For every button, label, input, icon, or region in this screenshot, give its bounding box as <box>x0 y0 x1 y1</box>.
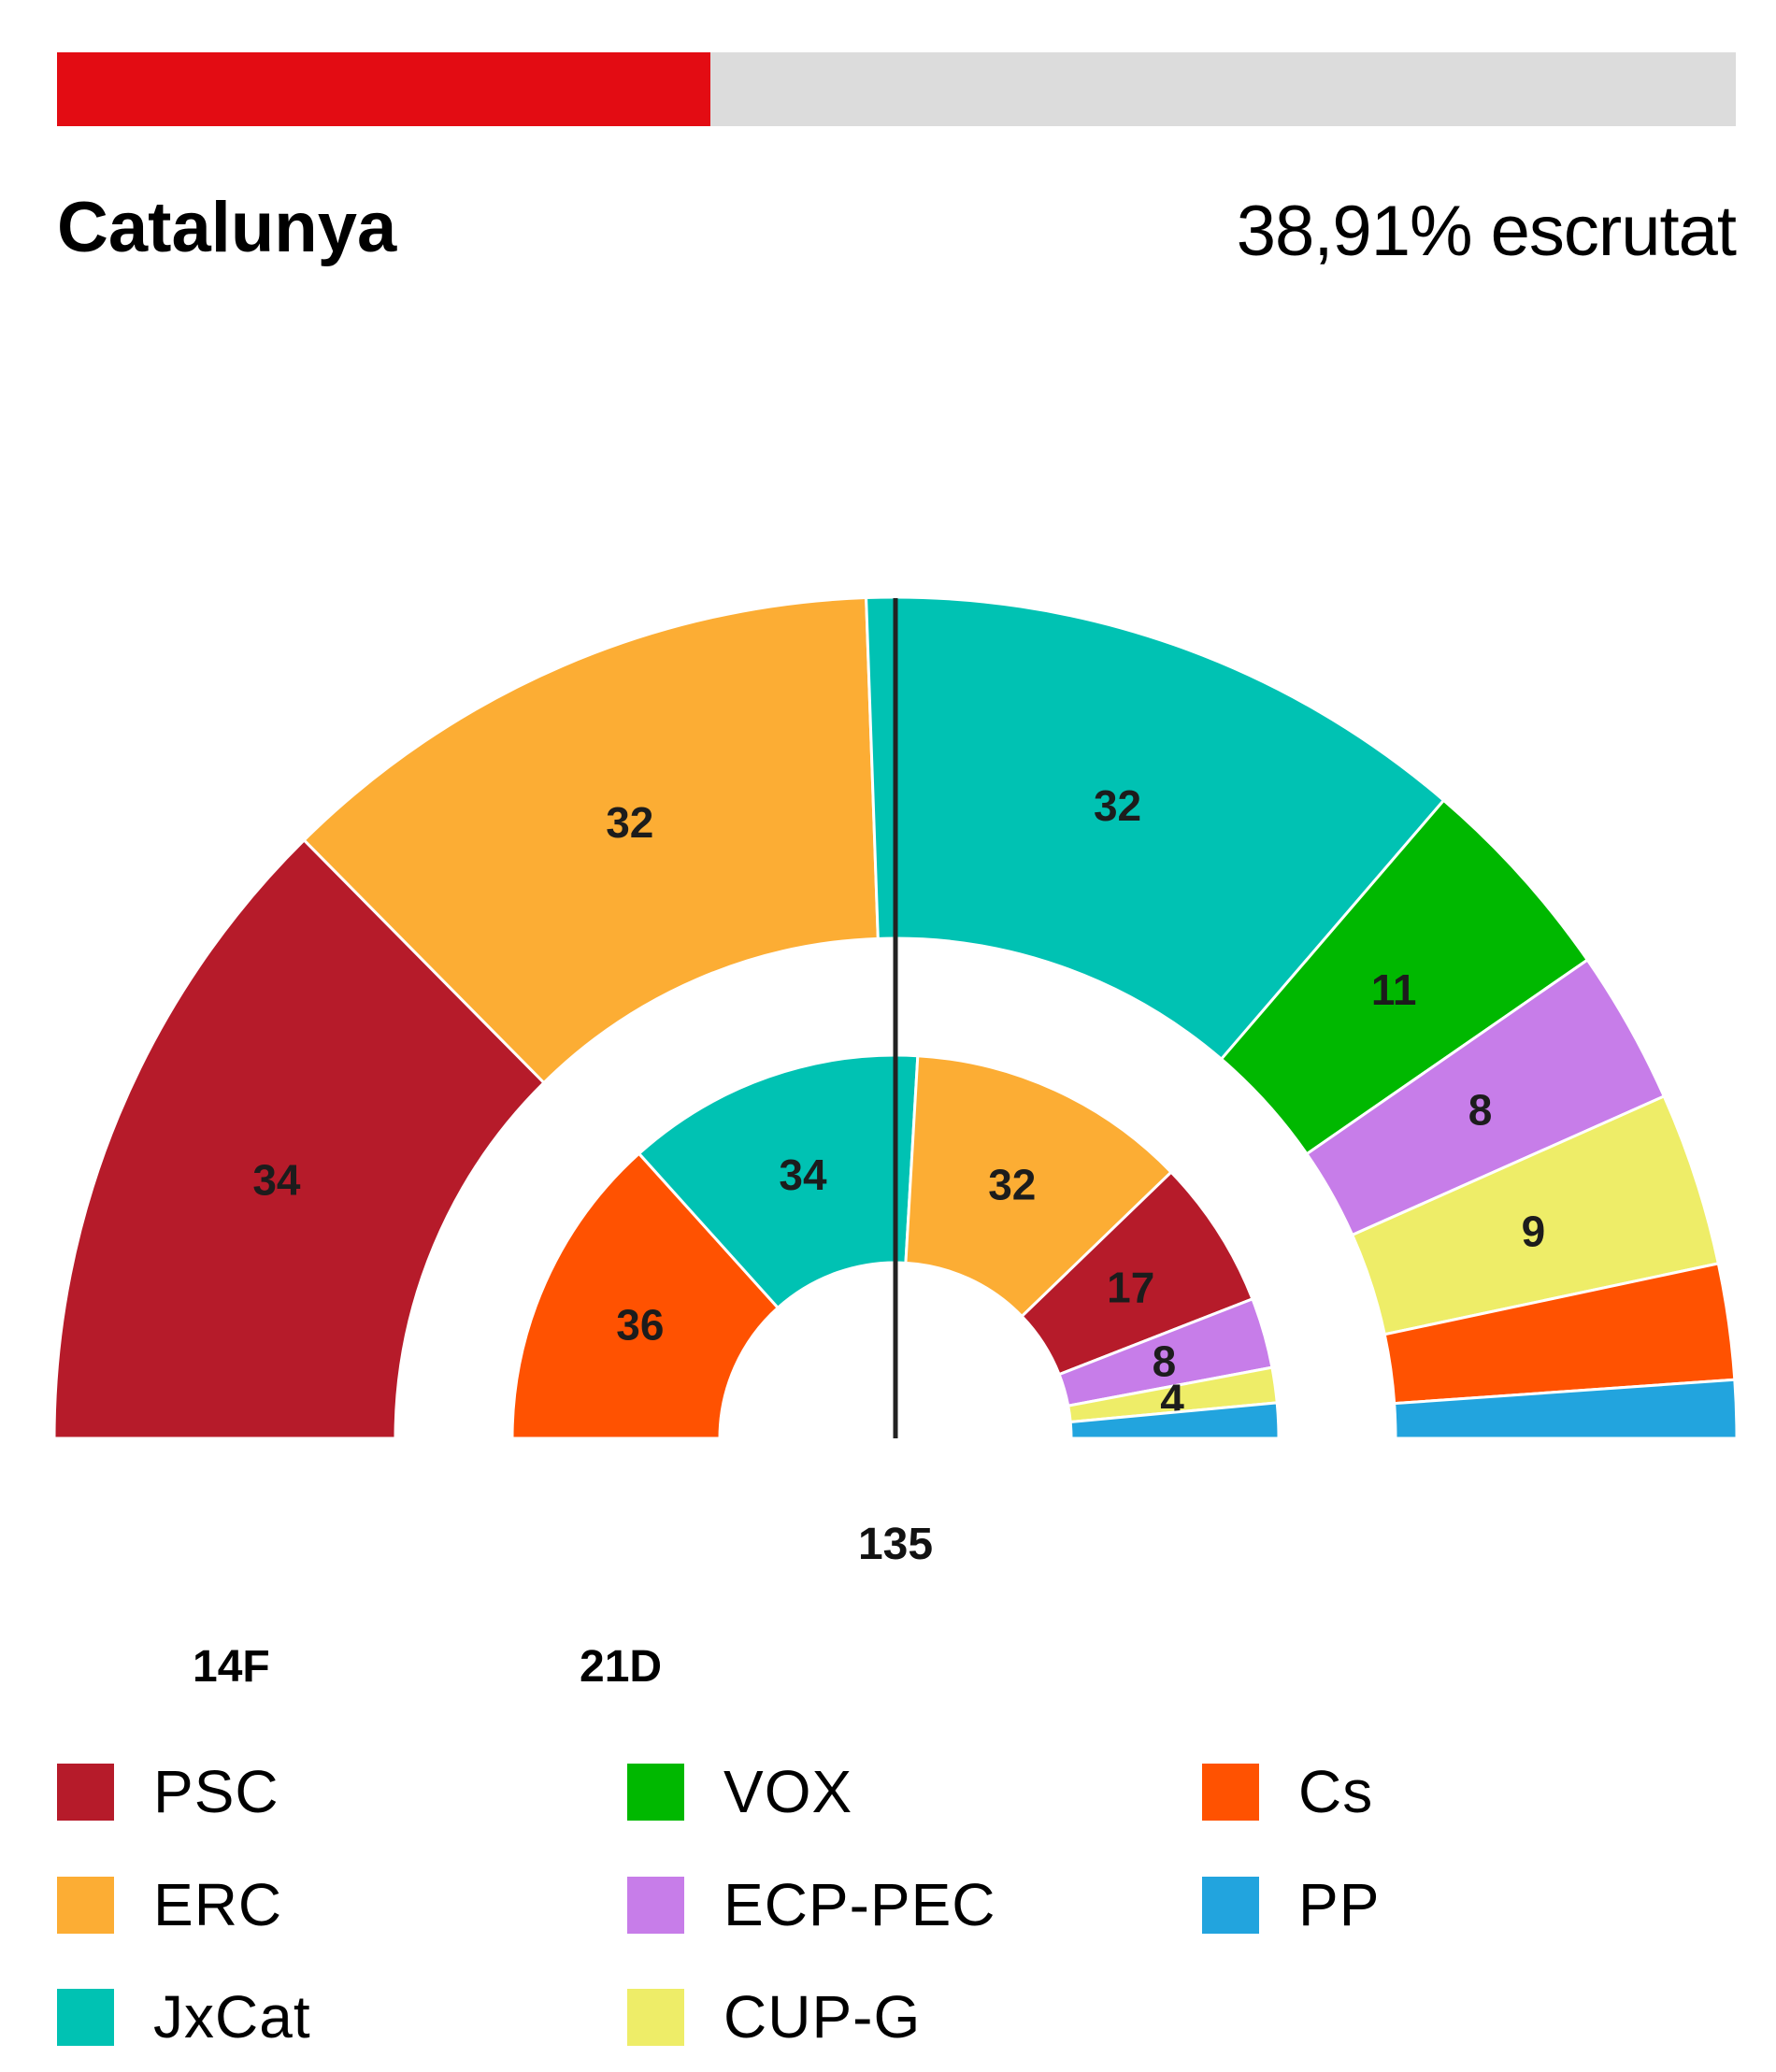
seat-label-14f-vox: 11 <box>1371 965 1417 1014</box>
seat-label-14f-jxcat: 32 <box>1094 781 1141 830</box>
seat-label-14f-cup-g: 9 <box>1522 1207 1546 1255</box>
legend-item-cup-g: CUP-G <box>627 1987 921 2047</box>
seat-label-21d-cs: 36 <box>616 1300 664 1349</box>
legend-swatch-vox <box>627 1763 684 1821</box>
seat-label-14f-erc: 32 <box>606 798 653 847</box>
legend-swatch-ecp-pec <box>627 1876 684 1934</box>
legend-label-cup-g: CUP-G <box>723 1983 922 2051</box>
legend-label-jxcat: JxCat <box>153 1983 311 2051</box>
segment-21d-pp <box>1068 1401 1281 1440</box>
legend-label-cs: Cs <box>1298 1758 1374 1825</box>
legend-swatch-psc <box>57 1763 114 1821</box>
segment-14f-psc <box>52 837 547 1440</box>
scrutiny-percentage: 38,91% escrutat <box>1236 192 1737 271</box>
seat-label-21d-psc: 17 <box>1107 1264 1154 1312</box>
legend-item-vox: VOX <box>627 1762 852 1822</box>
legend-swatch-jxcat <box>57 1988 114 2046</box>
legend-item-psc: PSC <box>57 1762 279 1822</box>
legend-swatch-erc <box>57 1876 114 1934</box>
legend-label-vox: VOX <box>723 1758 853 1825</box>
legend-swatch-cs <box>1202 1763 1259 1821</box>
legend-label-erc: ERC <box>153 1871 283 1938</box>
legend-label-pp: PP <box>1298 1871 1381 1938</box>
segment-14f-erc <box>302 595 880 1085</box>
election-label-inner: 21D <box>580 1642 663 1692</box>
legend-label-ecp-pec: ECP-PEC <box>723 1871 996 1938</box>
segment-21d-erc <box>904 1054 1174 1319</box>
seat-label-14f-ecp-pec: 8 <box>1468 1086 1493 1135</box>
legend-swatch-cup-g <box>627 1988 684 2046</box>
scrutiny-progress-bar <box>57 52 1736 126</box>
seat-label-21d-jxcat: 34 <box>779 1150 827 1199</box>
majority-label: 135 <box>858 1520 933 1569</box>
legend-swatch-pp <box>1202 1876 1259 1934</box>
legend-item-jxcat: JxCat <box>57 1987 311 2047</box>
segment-21d-jxcat <box>637 1053 920 1310</box>
region-title: Catalunya <box>57 188 397 267</box>
seat-label-21d-ecp-pec: 8 <box>1153 1337 1177 1386</box>
legend-item-erc: ERC <box>57 1875 282 1935</box>
scrutiny-progress-fill <box>57 52 710 126</box>
legend-item-cs: Cs <box>1202 1762 1373 1822</box>
legend-item-pp: PP <box>1202 1875 1380 1935</box>
election-label-outer: 14F <box>193 1642 270 1692</box>
legend-item-ecp-pec: ECP-PEC <box>627 1875 996 1935</box>
segment-14f-pp <box>1393 1378 1739 1440</box>
segment-14f-jxcat <box>865 595 1446 1062</box>
segment-21d-cs <box>510 1151 781 1440</box>
legend-label-psc: PSC <box>153 1758 279 1825</box>
seat-label-21d-erc: 32 <box>988 1160 1036 1208</box>
seat-label-14f-psc: 34 <box>252 1155 301 1204</box>
